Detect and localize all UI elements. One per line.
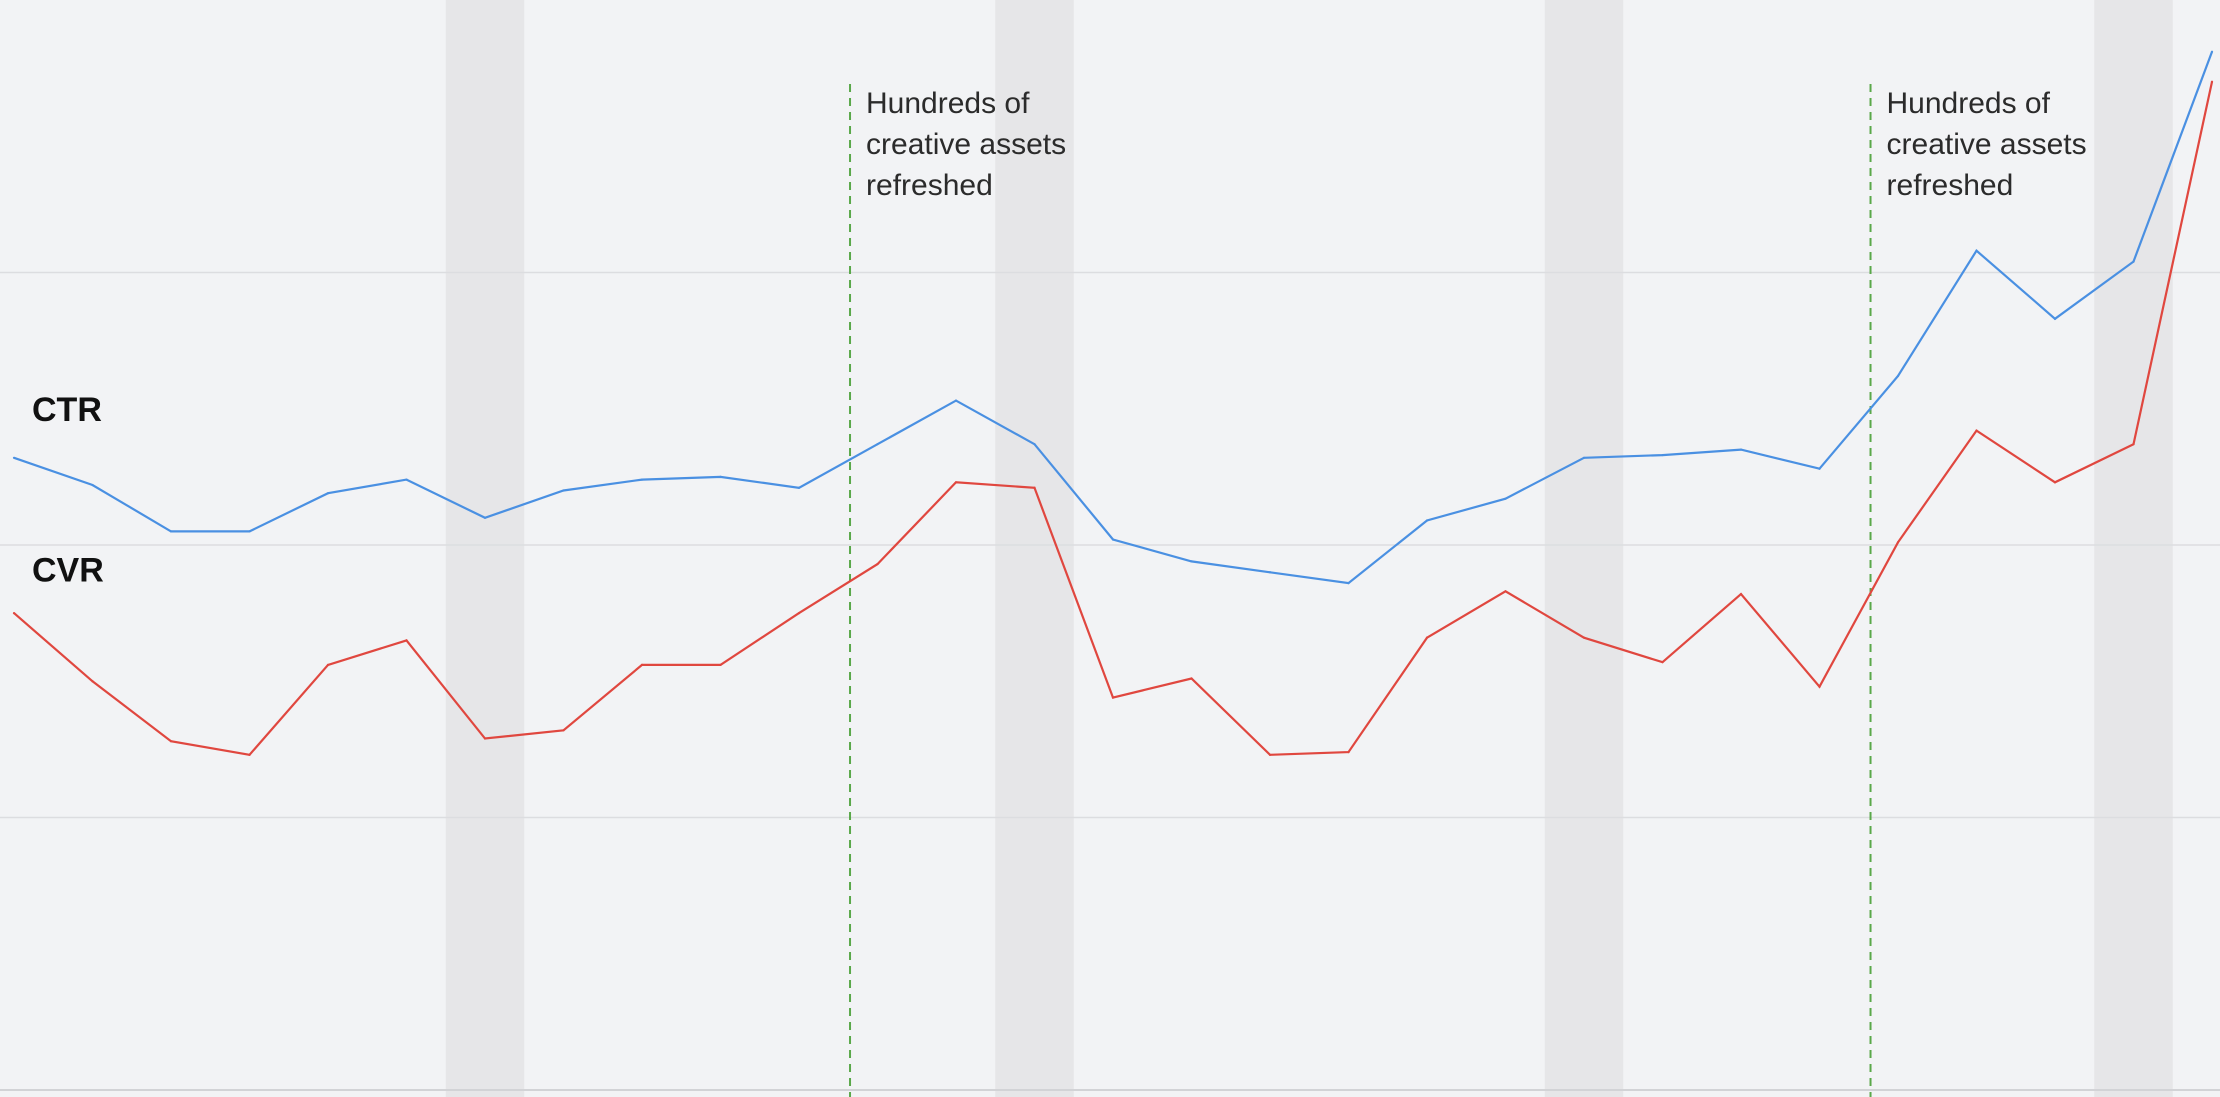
data-point-cvr-23: [1739, 592, 1743, 596]
data-point-cvr-13: [954, 481, 958, 484]
annotation-text-1-line-1: Hundreds of: [866, 87, 1030, 120]
series-label-cvr: CVR: [32, 552, 104, 590]
data-point-cvr-11: [797, 612, 801, 615]
data-point-cvr-28: [2132, 443, 2135, 446]
annotations: Hundreds of creative assets refreshed Hundr…: [849, 84, 2087, 1097]
data-point-cvr-2: [91, 680, 94, 683]
data-point-cvr-16: [1190, 677, 1193, 680]
data-point-cvr-27: [2053, 481, 2057, 484]
data-point-cvr-14: [1033, 486, 1036, 489]
data-point-cvr-15: [1111, 696, 1115, 699]
data-point-ctr-23: [1739, 448, 1743, 451]
data-point-ctr-18: [1347, 582, 1350, 585]
data-point-ctr-27: [2053, 317, 2057, 320]
data-point-ctr-1: [12, 456, 16, 459]
series-labels: CTR CVR: [32, 391, 104, 590]
data-point-cvr-8: [562, 729, 565, 732]
data-point-cvr-4: [248, 753, 251, 756]
data-point-ctr-10: [719, 475, 722, 478]
data-point-cvr-12: [876, 562, 879, 566]
data-point-ctr-4: [248, 530, 251, 533]
series-line-cvr: [13, 81, 2214, 756]
data-point-ctr-7: [483, 516, 487, 519]
data-point-ctr-28: [2132, 260, 2135, 263]
data-point-ctr-29: [2210, 50, 2214, 53]
data-point-ctr-20: [1504, 497, 1507, 500]
shaded-band-4: [2094, 0, 2173, 1097]
data-point-ctr-25: [1896, 374, 1900, 378]
series-label-ctr: CTR: [32, 391, 102, 429]
data-point-cvr-19: [1425, 636, 1429, 639]
shaded-bands: [445, 0, 2173, 1097]
data-point-ctr-12: [876, 443, 879, 446]
data-point-cvr-29: [2210, 80, 2214, 83]
data-point-ctr-9: [640, 478, 644, 481]
data-point-cvr-24: [1818, 685, 1821, 688]
data-point-ctr-24: [1818, 467, 1821, 470]
data-point-ctr-6: [405, 478, 408, 481]
data-point-cvr-25: [1896, 541, 1900, 544]
data-point-ctr-8: [562, 489, 565, 492]
data-point-ctr-3: [169, 530, 173, 533]
series-line-ctr: [13, 51, 2214, 585]
shaded-band-3: [1544, 0, 1624, 1097]
data-point-cvr-7: [483, 737, 487, 740]
data-point-cvr-9: [640, 663, 644, 667]
data-point-ctr-21: [1582, 456, 1586, 459]
annotation-text-2-line-2: creative assets: [1887, 128, 2087, 161]
data-point-cvr-6: [405, 639, 408, 642]
data-point-cvr-1: [12, 612, 16, 615]
data-point-cvr-17: [1268, 753, 1272, 756]
data-point-cvr-22: [1661, 661, 1664, 664]
data-point-cvr-21: [1582, 636, 1586, 639]
data-point-cvr-26: [1975, 429, 1978, 432]
gridlines: [0, 271, 2220, 1091]
data-point-cvr-5: [326, 663, 330, 667]
data-point-ctr-13: [954, 399, 958, 402]
data-point-ctr-17: [1268, 571, 1272, 574]
data-point-ctr-19: [1425, 519, 1429, 522]
data-point-cvr-20: [1504, 590, 1507, 593]
data-point-ctr-16: [1190, 560, 1193, 563]
data-point-cvr-3: [169, 740, 173, 743]
data-point-cvr-10: [719, 663, 722, 667]
shaded-band-1: [445, 0, 525, 1097]
series-lines: [12, 50, 2214, 756]
annotation-text-2-line-1: Hundreds of: [1887, 87, 2051, 120]
data-point-cvr-18: [1347, 751, 1350, 754]
data-point-ctr-15: [1111, 538, 1115, 541]
annotation-text-1-line-2: creative assets: [866, 128, 1066, 161]
annotation-text-1-line-3: refreshed: [866, 169, 993, 202]
shaded-band-2: [995, 0, 1074, 1097]
data-point-ctr-22: [1661, 453, 1664, 457]
data-point-ctr-2: [91, 483, 94, 487]
data-point-ctr-5: [326, 492, 330, 495]
data-point-ctr-14: [1033, 443, 1036, 446]
data-point-ctr-11: [797, 486, 801, 489]
data-point-ctr-26: [1975, 249, 1978, 252]
annotation-text-2-line-3: refreshed: [1887, 169, 2014, 202]
